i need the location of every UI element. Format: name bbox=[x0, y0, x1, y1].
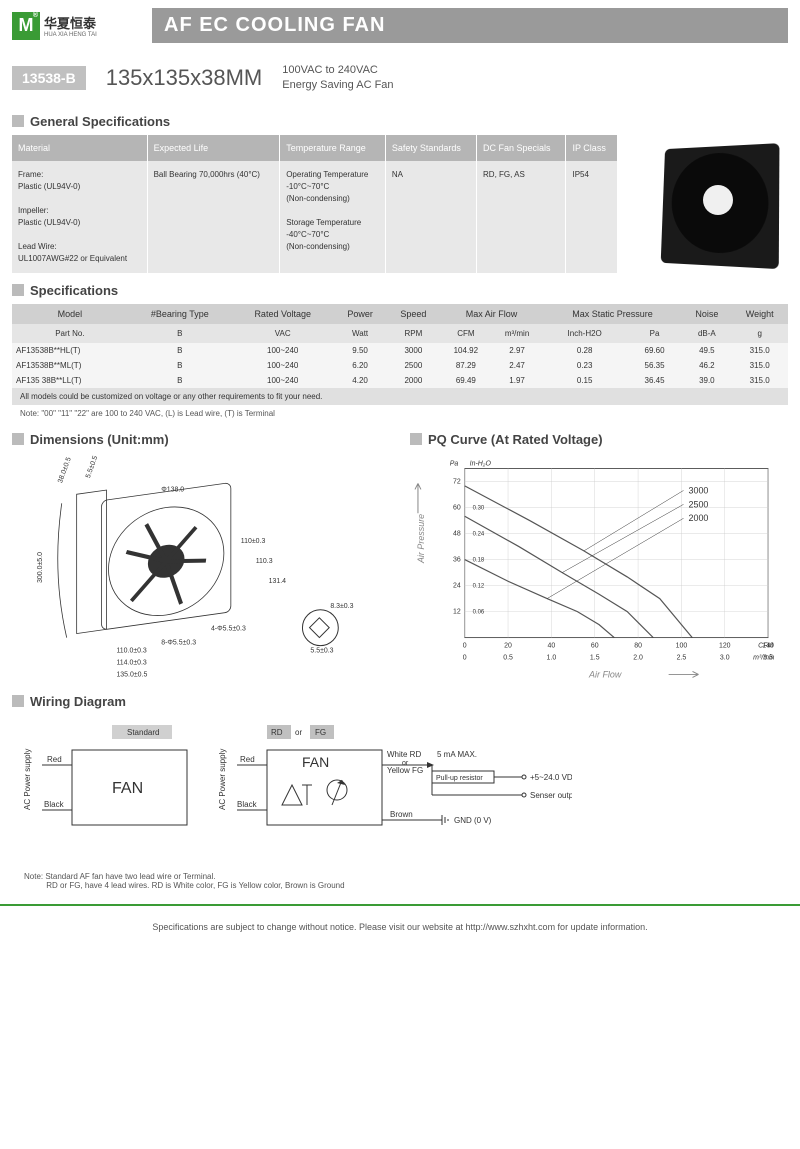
svg-text:RD: RD bbox=[271, 728, 283, 737]
svg-text:110.0±0.3: 110.0±0.3 bbox=[116, 647, 146, 654]
svg-text:0: 0 bbox=[463, 654, 467, 661]
svg-text:0.30: 0.30 bbox=[473, 505, 485, 511]
wiring-title: Wiring Diagram bbox=[12, 694, 788, 709]
svg-text:5.5±0.3: 5.5±0.3 bbox=[310, 647, 333, 654]
svg-text:38.0±0.5: 38.0±0.5 bbox=[57, 456, 73, 484]
specifications: Specifications Model#Bearing TypeRated V… bbox=[0, 283, 800, 422]
gen-table: MaterialExpected LifeTemperature RangeSa… bbox=[12, 135, 618, 275]
svg-text:Senser output: Senser output bbox=[530, 791, 572, 800]
svg-text:0.06: 0.06 bbox=[473, 609, 485, 615]
svg-text:FAN: FAN bbox=[302, 754, 329, 770]
svg-text:110±0.3: 110±0.3 bbox=[241, 538, 266, 545]
spec-note1: All models could be customized on voltag… bbox=[12, 388, 788, 405]
svg-text:120: 120 bbox=[719, 642, 731, 649]
svg-text:+5~24.0 VDC: +5~24.0 VDC bbox=[530, 773, 572, 782]
svg-text:Pull-up resistor: Pull-up resistor bbox=[436, 775, 483, 782]
dim-drawing: Φ138.0 110±0.3 110.3 131.4 110.0±0.3 114… bbox=[12, 453, 390, 683]
general-specs: General Specifications MaterialExpected … bbox=[0, 114, 800, 275]
pq-chart: 02040608010012014000.51.01.52.02.53.03.5… bbox=[410, 453, 788, 683]
svg-text:0.12: 0.12 bbox=[473, 583, 485, 589]
wiring-diagram: Wiring Diagram Standard FAN AC Power sup… bbox=[0, 694, 800, 894]
svg-text:0: 0 bbox=[463, 642, 467, 649]
svg-text:100: 100 bbox=[676, 642, 688, 649]
svg-text:0.24: 0.24 bbox=[473, 531, 485, 537]
svg-text:White RD: White RD bbox=[387, 750, 421, 759]
pq-title: PQ Curve (At Rated Voltage) bbox=[410, 432, 788, 447]
model-desc: 100VAC to 240VACEnergy Saving AC Fan bbox=[282, 63, 393, 94]
pq-curve: PQ Curve (At Rated Voltage) 0 20 40 60 80 100… bbox=[410, 432, 788, 686]
svg-text:20: 20 bbox=[504, 642, 512, 649]
svg-text:80: 80 bbox=[634, 642, 642, 649]
svg-text:0.18: 0.18 bbox=[473, 557, 485, 563]
svg-text:8-Φ5.5±0.3: 8-Φ5.5±0.3 bbox=[161, 639, 196, 646]
svg-text:110.3: 110.3 bbox=[256, 558, 273, 565]
dim-title: Dimensions (Unit:mm) bbox=[12, 432, 390, 447]
svg-text:40: 40 bbox=[548, 642, 556, 649]
wiring-note: Note: Standard AF fan have two lead wire… bbox=[12, 868, 788, 894]
svg-text:AC Power supply: AC Power supply bbox=[218, 748, 227, 809]
svg-text:3.0: 3.0 bbox=[720, 654, 730, 661]
svg-text:300.0±5.0: 300.0±5.0 bbox=[37, 552, 44, 583]
model-size: 135x135x38MM bbox=[106, 65, 263, 91]
svg-text:1.5: 1.5 bbox=[590, 654, 600, 661]
svg-text:72: 72 bbox=[453, 478, 461, 485]
svg-text:Brown: Brown bbox=[390, 810, 413, 819]
svg-text:1.0: 1.0 bbox=[547, 654, 557, 661]
svg-text:8.3±0.3: 8.3±0.3 bbox=[330, 603, 353, 610]
svg-text:131.4: 131.4 bbox=[269, 578, 287, 585]
svg-text:2000: 2000 bbox=[689, 513, 709, 523]
svg-text:0.5: 0.5 bbox=[503, 654, 513, 661]
svg-text:60: 60 bbox=[591, 642, 599, 649]
svg-text:3000: 3000 bbox=[689, 485, 709, 495]
svg-text:Standard: Standard bbox=[127, 728, 159, 737]
svg-text:FAN: FAN bbox=[112, 780, 143, 797]
dimensions: Dimensions (Unit:mm) Φ138.0 110±0.3 110.… bbox=[12, 432, 390, 686]
svg-text:GND (0 V): GND (0 V) bbox=[454, 816, 492, 825]
svg-text:48: 48 bbox=[453, 530, 461, 537]
svg-text:Black: Black bbox=[44, 800, 65, 809]
svg-text:2.5: 2.5 bbox=[677, 654, 687, 661]
svg-text:135.0±0.5: 135.0±0.5 bbox=[116, 671, 147, 678]
spec-note2: Note: "00" "11" "22" are 100 to 240 VAC,… bbox=[12, 405, 788, 422]
svg-text:4-Φ5.5±0.3: 4-Φ5.5±0.3 bbox=[211, 625, 246, 632]
gen-title: General Specifications bbox=[12, 114, 788, 129]
brand-cn: 华夏恒泰 bbox=[44, 16, 96, 31]
svg-text:36: 36 bbox=[453, 556, 461, 563]
svg-text:Yellow FG: Yellow FG bbox=[387, 766, 423, 775]
svg-text:60: 60 bbox=[453, 504, 461, 511]
model-row: 13538-B 135x135x38MM 100VAC to 240VACEne… bbox=[0, 51, 800, 106]
logo: M® 华夏恒泰HUA XIA HENG TAI bbox=[12, 12, 152, 40]
spec-title: Specifications bbox=[12, 283, 788, 298]
fan-image bbox=[628, 135, 788, 275]
svg-text:or: or bbox=[295, 728, 302, 737]
svg-text:Red: Red bbox=[240, 755, 255, 764]
svg-text:CFM: CFM bbox=[758, 642, 773, 649]
svg-text:24: 24 bbox=[453, 582, 461, 589]
logo-mark: M® bbox=[12, 12, 40, 40]
svg-text:In-H₂O: In-H₂O bbox=[470, 460, 492, 467]
brand-en: HUA XIA HENG TAI bbox=[44, 32, 97, 38]
svg-text:Pa: Pa bbox=[450, 460, 459, 467]
model-badge: 13538-B bbox=[12, 66, 86, 90]
svg-text:12: 12 bbox=[453, 608, 461, 615]
svg-text:AC Power supply: AC Power supply bbox=[23, 748, 32, 809]
svg-text:Red: Red bbox=[47, 755, 62, 764]
page-title: AF EC COOLING FAN bbox=[152, 8, 788, 43]
wiring-svg: Standard FAN AC Power supply Red Black R… bbox=[12, 715, 572, 865]
svg-text:114.0±0.3: 114.0±0.3 bbox=[116, 659, 146, 666]
svg-text:Black: Black bbox=[237, 800, 258, 809]
svg-text:Φ138.0: Φ138.0 bbox=[161, 486, 184, 493]
svg-text:Air Pressure: Air Pressure bbox=[416, 514, 426, 564]
svg-text:m³/min: m³/min bbox=[753, 654, 774, 661]
spec-table: Model#Bearing TypeRated VoltagePowerSpee… bbox=[12, 304, 788, 388]
svg-text:FG: FG bbox=[315, 728, 326, 737]
svg-text:Air Flow: Air Flow bbox=[588, 669, 622, 679]
header: M® 华夏恒泰HUA XIA HENG TAI AF EC COOLING FA… bbox=[0, 0, 800, 51]
svg-text:2.0: 2.0 bbox=[633, 654, 643, 661]
svg-text:5 mA MAX.: 5 mA MAX. bbox=[437, 750, 477, 759]
svg-text:5.5±0.5: 5.5±0.5 bbox=[85, 455, 100, 479]
footer: Specifications are subject to change wit… bbox=[0, 904, 800, 948]
svg-text:2500: 2500 bbox=[689, 499, 709, 509]
